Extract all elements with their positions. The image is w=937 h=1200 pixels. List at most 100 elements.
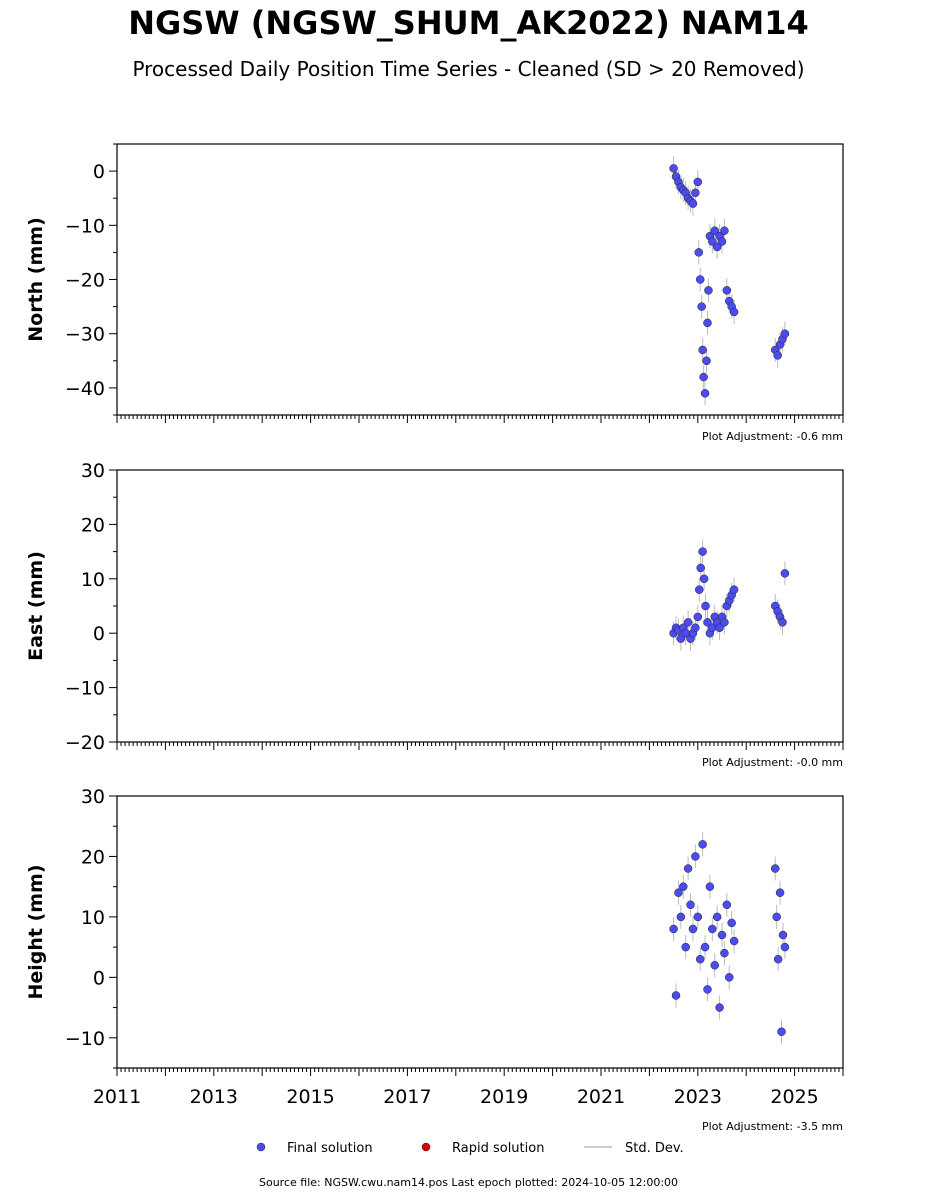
panel-frame-0 bbox=[116, 143, 844, 416]
final-point bbox=[722, 900, 732, 910]
chart-title: NGSW (NGSW_SHUM_AK2022) NAM14 bbox=[128, 4, 809, 42]
y-tick-label-2: 10 bbox=[81, 907, 105, 929]
final-point bbox=[681, 942, 690, 952]
x-tick-label: 2015 bbox=[286, 1086, 334, 1108]
final-point bbox=[697, 302, 706, 311]
final-point bbox=[698, 345, 707, 355]
final-point bbox=[780, 569, 790, 578]
final-point bbox=[676, 634, 686, 643]
x-tick-label: 2013 bbox=[190, 1086, 238, 1108]
y-tick-label-0: −10 bbox=[65, 215, 105, 237]
legend-final-marker bbox=[256, 1142, 266, 1152]
final-point bbox=[780, 942, 790, 952]
final-point bbox=[715, 1003, 724, 1012]
x-tick-label: 2023 bbox=[674, 1086, 722, 1108]
final-point bbox=[708, 237, 717, 246]
final-point bbox=[693, 177, 703, 187]
final-point bbox=[720, 618, 729, 627]
final-point bbox=[700, 389, 710, 398]
final-point bbox=[691, 623, 700, 633]
final-point bbox=[717, 237, 727, 246]
final-point bbox=[717, 930, 727, 940]
y-tick-label-1: 30 bbox=[81, 460, 105, 482]
final-point bbox=[720, 948, 729, 958]
x-tick-label: 2011 bbox=[93, 1086, 141, 1108]
final-point bbox=[699, 372, 708, 382]
final-point bbox=[703, 985, 712, 994]
final-point bbox=[683, 864, 693, 873]
final-point bbox=[729, 936, 739, 946]
final-point bbox=[698, 547, 707, 556]
final-point bbox=[701, 601, 710, 611]
final-point bbox=[712, 912, 722, 922]
y-tick-label-1: −10 bbox=[65, 678, 105, 700]
panel-frame-1 bbox=[116, 469, 844, 743]
final-point bbox=[720, 226, 729, 235]
final-point bbox=[695, 275, 705, 284]
final-point bbox=[722, 286, 732, 295]
final-point bbox=[688, 924, 698, 934]
legend-rapid-label: Rapid solution bbox=[452, 1141, 544, 1156]
final-point bbox=[715, 623, 724, 633]
y-tick-label-2: 30 bbox=[81, 786, 105, 808]
x-tick-label: 2019 bbox=[480, 1086, 528, 1108]
final-point bbox=[778, 618, 787, 627]
y-tick-label-0: 0 bbox=[93, 161, 105, 183]
final-point bbox=[703, 318, 712, 328]
final-point bbox=[691, 188, 700, 198]
plot-adjustment-1: Plot Adjustment: -0.0 mm bbox=[702, 756, 843, 769]
legend-final-label: Final solution bbox=[287, 1141, 373, 1156]
final-point bbox=[686, 900, 695, 910]
legend-rapid-marker bbox=[421, 1142, 431, 1152]
plot-adjustment-2: Plot Adjustment: -3.5 mm bbox=[702, 1120, 843, 1133]
final-point bbox=[669, 924, 678, 934]
x-tick-label: 2025 bbox=[770, 1086, 818, 1108]
final-point bbox=[729, 307, 739, 317]
final-point bbox=[727, 918, 736, 928]
y-tick-label-0: −20 bbox=[65, 270, 105, 292]
source-note: Source file: NGSW.cwu.nam14.pos Last epo… bbox=[258, 1176, 679, 1189]
final-point bbox=[773, 351, 782, 360]
final-point bbox=[695, 954, 705, 964]
final-point bbox=[695, 585, 704, 594]
y-axis-label-2: Height (mm) bbox=[25, 864, 47, 999]
final-point bbox=[688, 199, 698, 208]
y-tick-label-1: −20 bbox=[65, 732, 105, 754]
plot-adjustment-0: Plot Adjustment: -0.6 mm bbox=[702, 430, 843, 443]
final-point bbox=[679, 882, 688, 891]
y-tick-label-1: 0 bbox=[93, 623, 105, 645]
final-point bbox=[775, 888, 785, 897]
final-point bbox=[674, 888, 683, 897]
y-tick-label-2: 20 bbox=[81, 846, 105, 868]
final-point bbox=[725, 973, 734, 982]
final-point bbox=[773, 954, 783, 964]
final-point bbox=[693, 612, 703, 622]
final-point bbox=[777, 1027, 786, 1036]
final-point bbox=[696, 563, 705, 573]
final-point bbox=[710, 960, 719, 970]
y-tick-label-2: −10 bbox=[65, 1028, 105, 1050]
final-point bbox=[770, 864, 780, 873]
final-point bbox=[698, 840, 707, 849]
final-point bbox=[710, 226, 719, 235]
final-point bbox=[694, 248, 704, 257]
y-tick-label-0: −30 bbox=[65, 324, 105, 346]
legend-std-label: Std. Dev. bbox=[625, 1141, 684, 1156]
x-tick-label: 2017 bbox=[383, 1086, 431, 1108]
final-point bbox=[729, 585, 739, 594]
final-point bbox=[708, 924, 717, 934]
x-tick-label: 2021 bbox=[577, 1086, 625, 1108]
final-point bbox=[669, 164, 678, 173]
final-point bbox=[691, 852, 700, 861]
final-point bbox=[683, 618, 693, 627]
y-tick-label-2: 0 bbox=[93, 967, 105, 989]
final-point bbox=[699, 574, 709, 584]
final-point bbox=[704, 286, 713, 295]
final-point bbox=[700, 942, 710, 952]
final-point bbox=[712, 242, 722, 252]
final-point bbox=[705, 882, 715, 891]
final-point bbox=[772, 912, 781, 922]
final-point bbox=[693, 912, 703, 922]
final-point bbox=[671, 991, 681, 1000]
final-point bbox=[780, 329, 790, 338]
